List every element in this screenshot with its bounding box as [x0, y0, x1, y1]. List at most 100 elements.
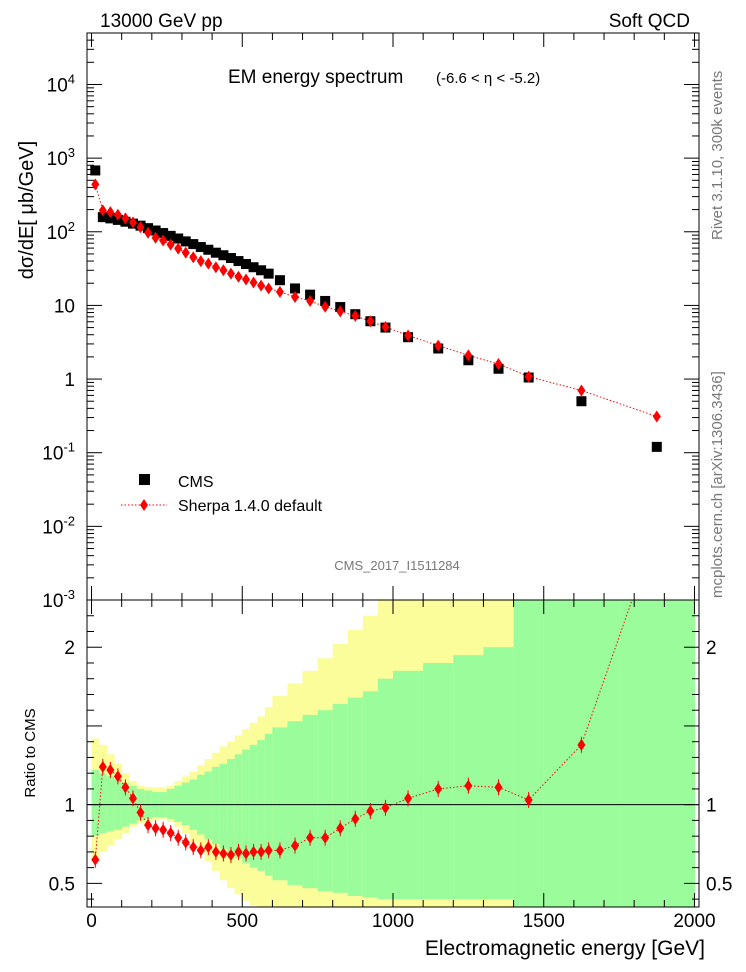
sherpa-point [136, 221, 145, 234]
rivet-version-text: Rivet 3.1.10, 300k events [709, 71, 726, 240]
sherpa-point [366, 315, 375, 328]
inner-band-bin [212, 766, 221, 845]
cms-point [105, 213, 116, 224]
ratio-point [106, 764, 115, 777]
ratio-point [275, 844, 284, 857]
ratio-point [257, 845, 266, 858]
ratio-point [98, 760, 107, 773]
y-tick-label-ratio-right: 2 [706, 638, 717, 659]
chart-title: EM energy spectrum [228, 67, 403, 88]
ratio-point [291, 839, 300, 852]
y-tick-label-main: 10-2 [42, 513, 75, 538]
y-tick-label-main: 1 [64, 370, 75, 391]
sherpa-point [196, 255, 205, 268]
ratio-point [211, 845, 220, 858]
y-tick-label-main: 10-1 [42, 440, 75, 465]
ratio-point [226, 849, 235, 862]
sherpa-point [226, 267, 235, 280]
ratio-point [464, 779, 473, 792]
inner-band-bin [287, 721, 304, 885]
inner-band-bin [453, 655, 484, 900]
inner-band-bin [317, 710, 334, 892]
cms-point [158, 228, 169, 239]
inner-band-bin [106, 776, 115, 832]
chart-subtitle: (-6.6 < η < -5.2) [436, 70, 540, 87]
inner-band-bin [377, 678, 394, 900]
ratio-point [113, 770, 122, 783]
sherpa-point [291, 291, 300, 304]
sherpa-point [174, 242, 183, 255]
sherpa-point [524, 370, 533, 383]
cms-point [248, 262, 259, 273]
sherpa-point [306, 294, 315, 307]
cms-point [150, 225, 161, 236]
ratio-point [136, 806, 145, 819]
inner-band-bin [513, 600, 545, 907]
cms-point [97, 212, 108, 223]
cms-point [576, 396, 587, 407]
ratio-point [204, 841, 213, 854]
inner-band-bin [174, 785, 183, 822]
ratio-point [653, 523, 661, 535]
x-tick-label: 500 [226, 911, 258, 932]
ratio-point [242, 847, 251, 860]
sherpa-point [404, 329, 413, 342]
sherpa-point [98, 204, 107, 217]
ratio-point [181, 836, 190, 849]
sherpa-point [219, 264, 228, 277]
sherpa-point [577, 384, 586, 397]
y-tick-label-main: 102 [47, 219, 75, 244]
inner-band-bin [99, 773, 108, 834]
inner-band-bin [219, 763, 228, 849]
y-axis-label-ratio: Ratio to CMS [22, 708, 39, 797]
ratio-point [174, 831, 183, 844]
ratio-point [234, 845, 243, 858]
sherpa-point [434, 339, 443, 352]
ratio-point [249, 845, 258, 858]
sherpa-point [211, 261, 220, 274]
y-tick-label-ratio: 1 [64, 796, 75, 817]
x-tick-label: 1000 [372, 911, 414, 932]
sherpa-point [652, 410, 661, 423]
y-tick-label-main: 10 [54, 296, 75, 317]
sherpa-point [275, 285, 284, 298]
ratio-point [159, 823, 168, 836]
cms-point [173, 233, 184, 244]
cms-point [274, 275, 285, 286]
sherpa-point [144, 226, 153, 239]
ratio-band-group [91, 600, 695, 907]
ratio-point [434, 782, 443, 795]
x-tick-label: 2000 [673, 911, 715, 932]
inner-band-bin [332, 703, 349, 893]
ratio-point [404, 792, 413, 805]
legend-marker-sherpa [140, 499, 148, 511]
y-tick-label-main: 10-3 [42, 587, 75, 612]
inner-band-bin [242, 749, 251, 863]
cms-point [263, 268, 274, 279]
cms-point [256, 265, 267, 276]
ratio-point [128, 792, 137, 805]
y-tick-label-ratio-right: 1 [706, 796, 717, 817]
inner-band-bin [272, 727, 288, 881]
sherpa-point [234, 270, 243, 283]
mcplots-credit-text: mcplots.cern.ch [arXiv:1306.3436] [709, 371, 726, 598]
y-tick-label-main: 103 [47, 145, 75, 170]
x-axis-label: Electromagnetic energy [GeV] [425, 937, 705, 960]
cms-point [290, 283, 301, 294]
sherpa-line [94, 184, 657, 417]
ratio-point [366, 804, 375, 817]
inner-band-bin [181, 782, 191, 826]
ratio-point [144, 819, 153, 832]
sherpa-point [249, 276, 258, 289]
ratio-point [321, 831, 330, 844]
sherpa-point [166, 238, 175, 251]
analysis-watermark: CMS_2017_I1511284 [334, 558, 460, 573]
ratio-line [94, 600, 633, 860]
inner-band-bin [619, 600, 695, 907]
inner-band-bin [543, 600, 620, 907]
ratio-point [264, 844, 273, 857]
cms-point [165, 230, 176, 241]
y-tick-label-ratio: 2 [64, 638, 75, 659]
ratio-point [306, 831, 315, 844]
